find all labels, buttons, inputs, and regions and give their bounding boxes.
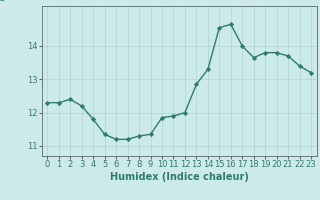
Text: 15: 15 — [0, 0, 6, 3]
X-axis label: Humidex (Indice chaleur): Humidex (Indice chaleur) — [110, 172, 249, 182]
